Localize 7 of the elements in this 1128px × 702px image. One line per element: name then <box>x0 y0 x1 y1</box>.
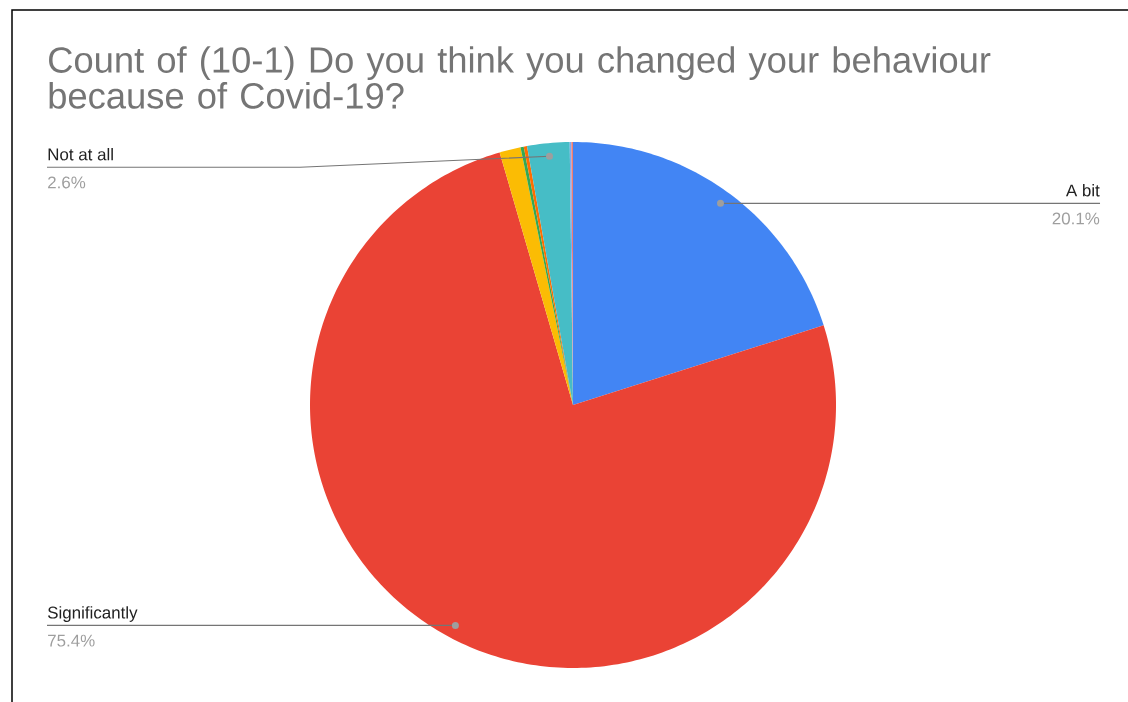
slice-label: Not at all <box>48 147 113 161</box>
slice-label: A bit <box>1065 184 1100 197</box>
data-label: 20.1% <box>1052 212 1100 225</box>
chart-title: Count of (10-1) Do you think you changed your behaviour because of Covid-19? <box>49 46 991 109</box>
slice-label: Significantly <box>47 606 138 622</box>
data-label: 2.6% <box>48 176 86 189</box>
data-label: 75.4% <box>48 634 95 647</box>
